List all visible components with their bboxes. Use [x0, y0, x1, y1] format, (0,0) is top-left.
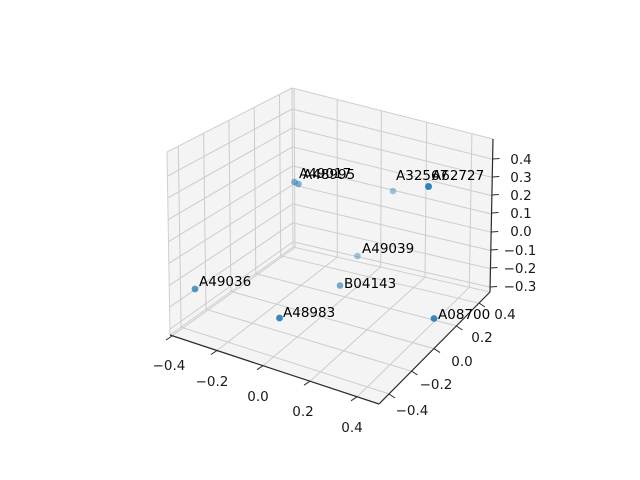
z-axis-spine: [489, 138, 494, 293]
z-tick-label: 0.3: [510, 170, 531, 186]
y-tick-labels: −0.4 −0.2 0.0 0.2 0.4: [396, 307, 516, 419]
grid-left-wall: [167, 94, 294, 330]
point-label: A49036: [199, 274, 251, 290]
z-tick-label: 0.0: [510, 224, 531, 240]
y-tick-label: −0.4: [396, 403, 429, 419]
point-label: A49017: [299, 166, 351, 182]
scatter-point: [295, 180, 302, 188]
x-tick-label: −0.4: [153, 358, 186, 374]
scatter-point: [354, 252, 361, 260]
axis-spines: [169, 138, 494, 405]
point-label: A48983: [283, 305, 335, 321]
scatter-series: [191, 178, 438, 322]
scatter-point: [191, 285, 199, 293]
x-axis-spine: [169, 334, 380, 405]
scatter-point: [336, 282, 344, 289]
x-tick-label: 0.4: [341, 420, 362, 436]
y-tick-label: 0.4: [494, 307, 515, 323]
z-tick-label: 0.4: [510, 152, 531, 168]
y-tick-label: −0.2: [420, 377, 453, 393]
point-label: A62727: [432, 168, 484, 184]
grid-right-wall: [291, 88, 493, 288]
z-tick-label: −0.2: [504, 261, 537, 277]
point-label: A48995: [303, 167, 355, 183]
x-tick-marks: [165, 335, 358, 402]
z-tick-label: −0.3: [504, 279, 537, 295]
scatter-point: [430, 315, 438, 322]
point-label: A49039: [362, 241, 414, 257]
y-tick-label: 0.0: [451, 354, 472, 370]
point-labels: A49017 A48995 A32567 A62727 A49039 B0414…: [199, 166, 490, 323]
pane-edges: [166, 87, 494, 336]
grid-floor: [171, 247, 480, 398]
x-tick-label: 0.0: [247, 389, 268, 405]
y-tick-label: 0.2: [471, 330, 492, 346]
z-tick-label: 0.2: [510, 188, 531, 204]
z-tick-label: 0.1: [510, 206, 531, 222]
scatter-point: [425, 183, 432, 190]
point-label: B04143: [344, 276, 396, 292]
x-tick-labels: −0.4 −0.2 0.0 0.2 0.4: [153, 358, 363, 436]
point-label: A08700: [438, 307, 490, 323]
z-tick-label: −0.1: [504, 243, 537, 259]
panes: [167, 88, 493, 404]
y-axis-spine: [378, 291, 491, 405]
z-tick-labels: 0.4 0.3 0.2 0.1 0.0 −0.1 −0.2 −0.3: [504, 152, 537, 295]
x-tick-label: −0.2: [196, 374, 229, 390]
x-tick-label: 0.2: [292, 404, 313, 420]
y-tick-marks: [388, 302, 486, 399]
point-label: A32567: [396, 168, 448, 184]
scatter-point: [276, 314, 283, 322]
z-tick-marks: [490, 158, 500, 288]
scatter-point: [389, 187, 397, 195]
